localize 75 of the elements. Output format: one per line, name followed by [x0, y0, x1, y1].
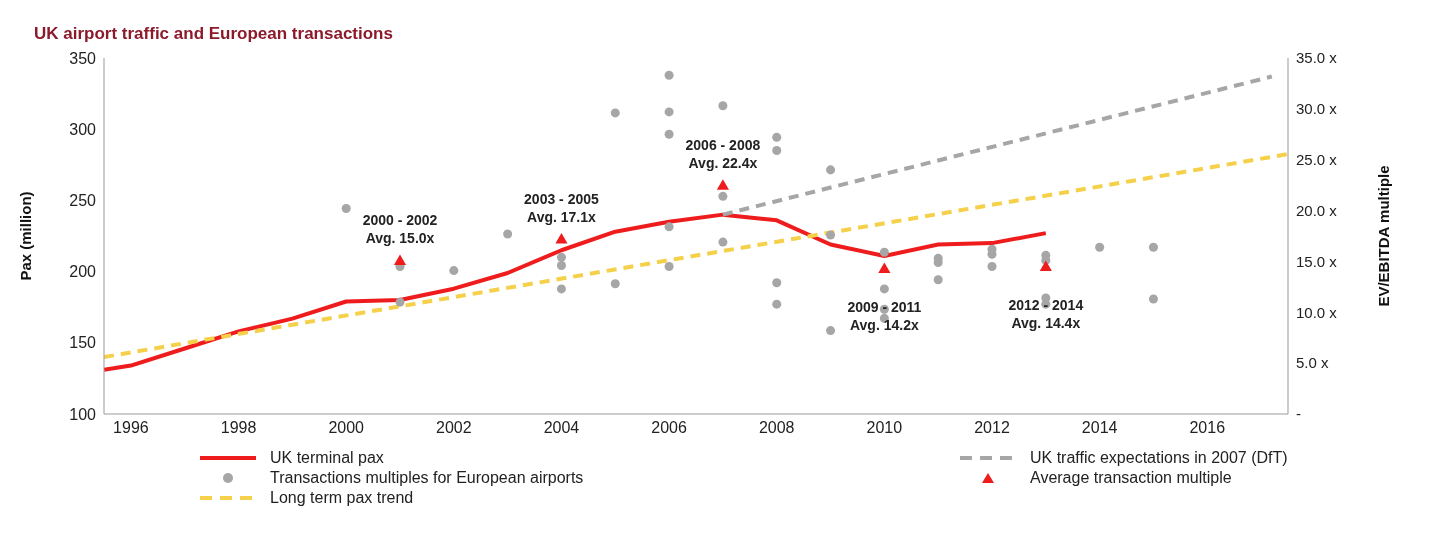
point — [772, 146, 782, 156]
annotation: 2009 - 2011 Avg. 14.2x — [847, 298, 922, 333]
x-tick-label: 2014 — [1081, 419, 1118, 437]
point — [772, 299, 782, 309]
point — [341, 204, 351, 214]
legend-label: Transactions multiples for European airports — [270, 469, 584, 487]
point — [664, 107, 674, 117]
point — [664, 222, 674, 232]
point — [826, 230, 836, 240]
x-tick-label: 2000 — [328, 419, 365, 437]
y2-tick-label: 10.0 x — [1296, 303, 1338, 321]
point — [933, 275, 943, 285]
point — [718, 101, 728, 111]
point — [987, 262, 997, 272]
point — [878, 262, 891, 274]
y2-tick-label: 35.0 x — [1296, 49, 1338, 67]
legend-label: UK traffic expectations in 2007 (DfT) — [1030, 449, 1288, 467]
chart-title: UK airport traffic and European transactions — [33, 23, 394, 45]
x-tick-label: 2012 — [974, 419, 1010, 437]
point — [1148, 242, 1158, 252]
annotation: 2006 - 2008 Avg. 22.4x — [685, 137, 761, 172]
y2-tick-label: 5.0 x — [1296, 354, 1330, 372]
y2-axis-title: EV/EBITDA multiple — [1375, 165, 1393, 307]
point — [826, 326, 836, 336]
point — [879, 247, 889, 257]
point — [879, 284, 889, 294]
point — [664, 70, 674, 80]
x-tick-label: 1996 — [113, 419, 149, 437]
annotation: 2000 - 2002 Avg. 15.0x — [362, 212, 438, 247]
line-series — [104, 212, 1048, 372]
point — [556, 284, 566, 294]
x-tick-label: 1998 — [220, 419, 257, 437]
point — [556, 252, 566, 262]
legend-label: Long term pax trend — [270, 489, 414, 507]
y-tick-label: 300 — [69, 120, 97, 138]
y2-tick-label: - — [1296, 405, 1301, 423]
point — [556, 260, 566, 270]
point — [610, 279, 620, 289]
x-tick-label: 2010 — [866, 419, 903, 437]
point — [503, 229, 513, 239]
y-axis-title: Pax (million) — [17, 191, 35, 281]
point — [772, 278, 782, 288]
annotation: 2012 - 2014 Avg. 14.4x — [1008, 296, 1084, 331]
point — [772, 132, 782, 142]
legend-label: UK terminal pax — [270, 449, 384, 467]
y-tick-label: 150 — [69, 334, 97, 352]
y-tick-label: 350 — [69, 49, 97, 67]
y-tick-label: 250 — [69, 192, 97, 210]
y2-tick-label: 20.0 x — [1296, 201, 1338, 219]
point — [610, 108, 620, 118]
point — [393, 254, 407, 265]
point — [1148, 294, 1158, 304]
point — [718, 237, 728, 247]
point — [718, 191, 728, 201]
x-tick-label: 2016 — [1189, 419, 1226, 437]
x-tick-label: 2002 — [436, 419, 472, 437]
point — [1039, 260, 1052, 272]
point — [716, 179, 729, 190]
x-tick-label: 2006 — [651, 419, 687, 437]
point — [555, 233, 568, 244]
annotation: 2003 - 2005 Avg. 17.1x — [524, 191, 600, 226]
legend-label: Average transaction multiple — [1030, 469, 1232, 487]
y2-tick-label: 25.0 x — [1296, 151, 1338, 169]
point — [826, 165, 836, 175]
point — [395, 297, 405, 307]
y-tick-label: 200 — [69, 263, 97, 281]
point — [1095, 242, 1105, 252]
y-tick-label: 100 — [69, 405, 97, 423]
point — [664, 262, 674, 272]
y2-tick-label: 15.0 x — [1296, 252, 1338, 270]
point — [449, 266, 459, 276]
x-tick-label: 2008 — [758, 419, 795, 437]
point — [664, 129, 674, 139]
x-tick-label: 2004 — [543, 419, 580, 437]
y2-tick-label: 30.0 x — [1296, 100, 1338, 118]
